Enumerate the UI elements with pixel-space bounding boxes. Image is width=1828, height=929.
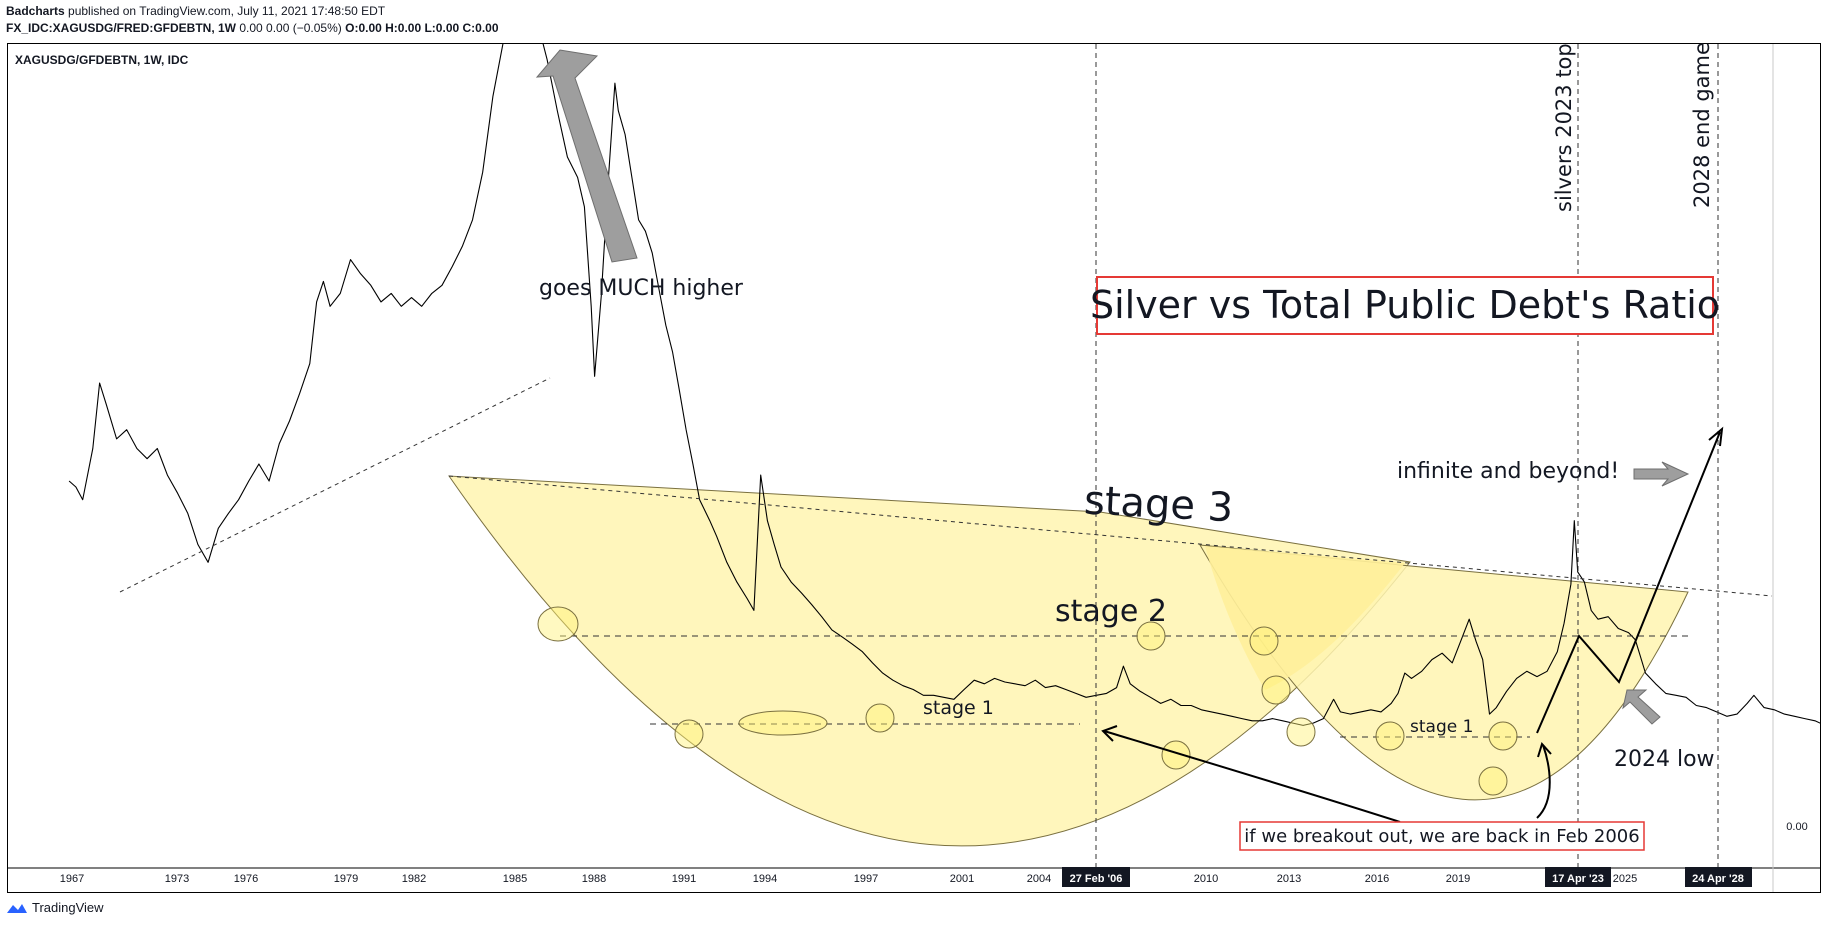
low-arrow — [1536, 744, 1551, 819]
x-tick-label: 1997 — [854, 873, 878, 885]
x-tick-label: 1988 — [582, 873, 606, 885]
x-tick-label: 2004 — [1027, 873, 1051, 885]
x-tick-label: 2016 — [1365, 873, 1389, 885]
author-name[interactable]: Badcharts — [6, 4, 65, 18]
symbol-line: FX_IDC:XAGUSDG/FRED:GFDEBTN, 1W — [6, 21, 237, 35]
touch-marker-3 — [865, 703, 895, 733]
stage-1-left-label: stage 1 — [923, 697, 994, 719]
x-tick-label: 1991 — [672, 873, 696, 885]
marker-label-bg-2 — [1685, 867, 1752, 887]
touch-marker-5 — [1161, 740, 1191, 770]
x-tick-label: 1982 — [402, 873, 426, 885]
projection-path — [1536, 431, 1721, 734]
price-series — [68, 44, 1820, 726]
x-tick-label: 1994 — [753, 873, 777, 885]
x-tick-label: 2001 — [950, 873, 974, 885]
annotation-overlay — [119, 44, 1773, 868]
x-tick-label: 2013 — [1277, 873, 1301, 885]
touch-marker-6 — [1249, 626, 1279, 656]
x-axis: 1967 1973 1976 1979 1982 1985 1988 1991 1994 1997… — [60, 873, 1637, 885]
x-tick-label: 1976 — [234, 873, 258, 885]
marker-label-2: 24 Apr '28 — [1692, 873, 1744, 885]
touch-marker-4 — [1136, 621, 1166, 651]
x-tick-label: 2025 — [1613, 873, 1637, 885]
x-tick-label: 1967 — [60, 873, 84, 885]
publish-info: Badcharts published on TradingView.com, … — [6, 4, 385, 18]
tradingview-logo-icon — [7, 903, 27, 913]
marker-label-0: 27 Feb '06 — [1070, 873, 1123, 885]
support-trend-line — [119, 377, 551, 593]
touch-marker-1 — [674, 719, 704, 749]
publish-text: published on TradingView.com, July 11, 2… — [68, 4, 386, 18]
breakout-note-box — [1239, 821, 1645, 851]
marker-label-bg-0 — [1062, 867, 1130, 887]
top-trend-line — [448, 475, 1773, 597]
chart-frame — [7, 43, 1821, 893]
gray-arrow-up — [535, 49, 638, 263]
touch-marker-8 — [1286, 717, 1316, 747]
symbol-info: FX_IDC:XAGUSDG/FRED:GFDEBTN, 1W 0.00 0.0… — [6, 21, 499, 35]
vline-2023-label: silvers 2023 top — [1552, 43, 1576, 212]
symbol-label: XAGUSDG/GFDEBTN, 1W, IDC — [15, 53, 189, 67]
x-tick-label: 2019 — [1446, 873, 1470, 885]
x-tick-label: 2010 — [1194, 873, 1218, 885]
chart-title: Silver vs Total Public Debt's Ratio — [1090, 283, 1720, 327]
marker-label-bg-1 — [1545, 867, 1611, 887]
x-tick-label: 1985 — [503, 873, 527, 885]
touch-marker-2 — [738, 710, 828, 736]
low-2024-label: 2024 low — [1614, 747, 1715, 772]
y-axis: 0.00 — [1786, 821, 1807, 833]
stage-1-right-label: stage 1 — [1410, 717, 1473, 737]
gray-arrow-upleft — [1622, 689, 1661, 725]
gray-arrow-right — [1633, 461, 1690, 487]
touch-marker-10 — [1478, 766, 1508, 796]
low-arrowhead — [1537, 742, 1552, 758]
price-line — [68, 44, 1820, 726]
breakout-arrowhead — [1101, 725, 1118, 742]
marker-label-1: 17 Apr '23 — [1552, 873, 1604, 885]
goes-higher-label: goes MUCH higher — [539, 276, 744, 301]
touch-marker-7 — [1261, 675, 1291, 705]
chart-title-box — [1096, 276, 1714, 335]
infinite-label: infinite and beyond! — [1397, 459, 1619, 484]
footer: TradingView — [6, 900, 104, 915]
breakout-note: if we breakout out, we are back in Feb 2… — [1244, 826, 1639, 847]
ohlc-text: O:0.00 H:0.00 L:0.00 C:0.00 — [345, 21, 499, 35]
footer-brand[interactable]: TradingView — [32, 900, 104, 915]
cup-overlap-shape — [1205, 546, 1405, 690]
vline-2028-label: 2028 end game — [1690, 42, 1714, 208]
touch-marker-11 — [1488, 721, 1518, 751]
stage-2-label: stage 2 — [1055, 594, 1167, 629]
x-tick-label: 1979 — [334, 873, 358, 885]
projection-arrowhead — [1708, 426, 1724, 447]
x-tick-label: 1973 — [165, 873, 189, 885]
touch-marker-0 — [537, 606, 579, 642]
annotation-shapes — [448, 475, 1689, 847]
breakout-arrow — [1103, 730, 1401, 823]
touch-marker-9 — [1375, 721, 1405, 751]
change-text: 0.00 0.00 (−0.05%) — [239, 21, 342, 35]
y-tick-label: 0.00 — [1786, 821, 1807, 833]
stage-3-label: stage 3 — [1083, 478, 1234, 532]
